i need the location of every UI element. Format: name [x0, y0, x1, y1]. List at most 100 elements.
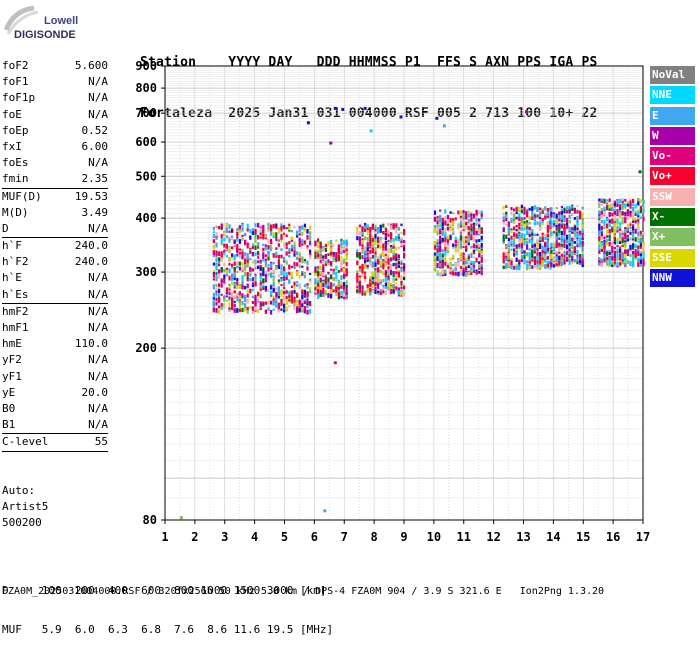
echo-point [552, 250, 556, 253]
echo-point [322, 264, 325, 267]
echo-point [275, 232, 278, 237]
echo-point [262, 228, 265, 234]
echo-point [329, 242, 333, 247]
echo-point [512, 237, 516, 243]
echo-point [397, 246, 400, 250]
echo-point [264, 309, 267, 312]
echo-point [611, 202, 614, 208]
echo-point [277, 292, 280, 297]
echo-point [467, 242, 470, 246]
echo-point [642, 241, 645, 245]
echo-point [555, 232, 558, 235]
param-value: N/A [88, 401, 108, 415]
echo-point [480, 214, 483, 217]
echo-point [550, 219, 553, 224]
echo-point [290, 248, 293, 252]
echo-point [518, 231, 521, 234]
echo-point [515, 233, 518, 239]
echo-point [603, 236, 606, 240]
echo-point [449, 268, 452, 272]
echo-point [231, 303, 234, 308]
echo-point [439, 222, 442, 226]
echo-point [327, 277, 330, 280]
echo-point [220, 302, 223, 307]
echo-point [558, 243, 561, 248]
echo-point [301, 265, 304, 268]
x-tick-label: 8 [371, 530, 378, 544]
echo-point [228, 246, 231, 249]
echo-point [356, 272, 359, 277]
echo-point [288, 265, 291, 270]
echo-point [319, 292, 322, 297]
echo-point [335, 274, 338, 280]
echo-point [301, 289, 304, 295]
param-name: D [2, 221, 9, 235]
echo-point [236, 247, 239, 250]
echo-point [384, 261, 387, 267]
echo-point [371, 238, 374, 241]
echo-point [322, 247, 325, 252]
echo-point [215, 290, 218, 293]
echo-point [332, 251, 335, 257]
echo-point [301, 297, 304, 302]
echo-point [616, 237, 619, 241]
echo-point [555, 251, 558, 255]
echo-point [340, 290, 343, 295]
echo-point [546, 208, 549, 212]
echo-point [285, 277, 288, 281]
echo-point [475, 257, 478, 263]
echo-point [329, 289, 333, 294]
echo-point [374, 289, 377, 294]
echo-point [523, 260, 526, 265]
echo-point [337, 249, 340, 255]
echo-point [251, 284, 254, 288]
echo-point [324, 260, 327, 265]
echo-point [433, 261, 437, 266]
echo-point [397, 258, 400, 261]
echo-point [449, 257, 452, 261]
echo-point [379, 289, 382, 294]
echo-point [340, 251, 343, 255]
echo-point [369, 236, 372, 241]
echo-point [603, 254, 606, 257]
isolated-echo [333, 361, 337, 365]
echo-point [505, 211, 508, 215]
echo-point [571, 237, 574, 242]
echo-point [218, 283, 221, 287]
legend-item: Vo+ [650, 167, 695, 186]
echo-point [358, 277, 361, 281]
echo-point [340, 264, 343, 270]
echo-point [301, 232, 304, 235]
echo-point [605, 216, 609, 219]
echo-point [439, 272, 442, 277]
echo-point [459, 266, 463, 269]
echo-point [459, 255, 463, 260]
echo-point [384, 237, 387, 240]
x-tick-label: 2 [191, 530, 198, 544]
echo-point [478, 218, 481, 222]
echo-point [531, 245, 534, 248]
echo-point [462, 252, 465, 255]
echo-point [512, 226, 516, 231]
echo-point [546, 220, 549, 226]
echo-point [374, 286, 377, 291]
echo-point [400, 262, 403, 265]
echo-point [257, 234, 260, 240]
echo-point [465, 211, 468, 216]
echo-point [275, 265, 278, 271]
echo-point [515, 229, 518, 232]
echo-point [275, 297, 278, 302]
echo-point [439, 252, 442, 257]
echo-point [449, 234, 452, 240]
echo-point [288, 295, 291, 299]
echo-point [337, 290, 340, 295]
echo-point [358, 288, 361, 293]
echo-point [340, 238, 343, 242]
echo-point [436, 263, 439, 268]
echo-point [314, 249, 317, 254]
echo-point [306, 247, 309, 251]
echo-point [512, 248, 516, 252]
echo-point [581, 246, 584, 251]
echo-point [288, 223, 291, 227]
echo-point [444, 242, 447, 247]
